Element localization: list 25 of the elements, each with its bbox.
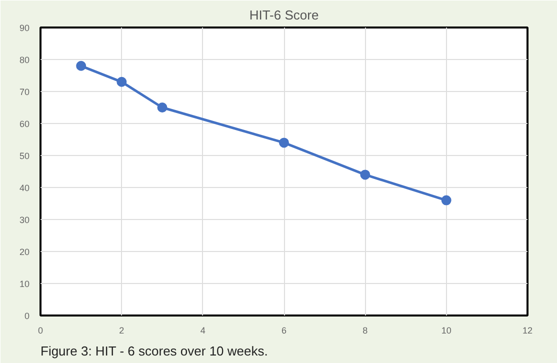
point xyxy=(116,76,127,87)
y-tick-label: 0 xyxy=(24,311,30,321)
x-tick-label: 4 xyxy=(200,326,206,336)
y-tick-label: 20 xyxy=(19,247,30,257)
point xyxy=(76,60,86,71)
y-tick-label: 80 xyxy=(19,55,30,65)
y-tick-label: 40 xyxy=(19,183,30,193)
x-tick-label: 0 xyxy=(38,326,44,336)
y-tick-label: 50 xyxy=(19,151,30,161)
x-tick-label: 6 xyxy=(281,326,287,336)
x-tick-label: 8 xyxy=(362,326,368,336)
y-tick-label: 70 xyxy=(19,87,30,97)
point xyxy=(279,138,289,148)
y-tick-label: 30 xyxy=(19,215,30,225)
chart-title: HIT-6 Score xyxy=(249,8,319,22)
x-tick-label: 2 xyxy=(119,326,124,336)
x-tick-label: 12 xyxy=(522,326,533,336)
y-tick-label: 60 xyxy=(19,119,30,129)
y-tick-label: 90 xyxy=(19,23,30,33)
point xyxy=(157,102,168,112)
y-tick-label: 10 xyxy=(19,279,30,289)
x-tick-label: 10 xyxy=(441,326,452,336)
point xyxy=(360,170,370,180)
point xyxy=(441,195,452,206)
caption: Figure 3: HIT - 6 scores over 10 weeks. xyxy=(40,344,268,358)
